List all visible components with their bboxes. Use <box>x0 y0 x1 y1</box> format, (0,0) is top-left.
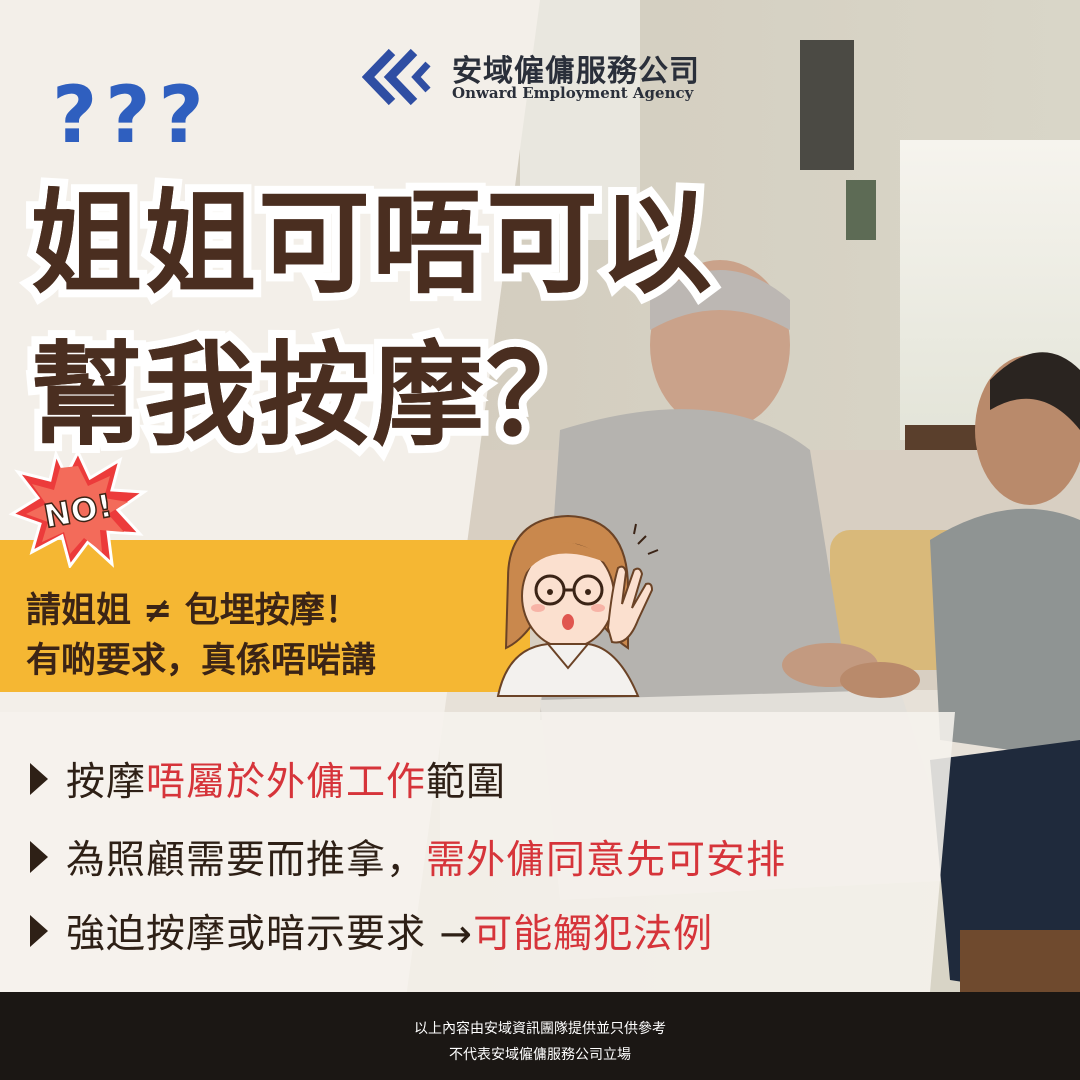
disclaimer-footer <box>0 992 1080 1080</box>
no-burst-badge: NO! <box>8 448 148 568</box>
question-marks-icon: ??? <box>52 71 212 160</box>
chevron-right-icon <box>30 915 48 947</box>
headline-outline-1: 姐姐可唔可以 <box>22 179 720 309</box>
headline-outline-2: 幫我按摩？ <box>22 331 606 461</box>
key-point-3: 強迫按摩或暗示要求 → 可能觸犯法例 <box>26 906 714 957</box>
key-point-1: 按摩 唔屬於外傭工作 範圍 <box>26 754 507 805</box>
company-logo: 安域僱傭服務公司 Onward Employment Agency <box>362 46 702 110</box>
point-text-tail: 範圍 <box>426 760 507 805</box>
question-marks-text: ??? <box>52 71 212 160</box>
key-point-2: 為照顧需要而推拿， 需外傭同意先可安排 <box>26 832 787 883</box>
disclaimer-line-2: 不代表安域僱傭服務公司立場 <box>449 1047 631 1063</box>
banner-line-2: 有啲要求，真係唔啱講 <box>26 641 377 681</box>
point-highlight: 需外傭同意先可安排 <box>426 838 787 883</box>
chevron-right-icon <box>30 763 48 795</box>
chevron-right-icon <box>30 841 48 873</box>
point-text: 按摩 <box>66 760 147 805</box>
banner-line-1: 請姐姐 ≠ 包埋按摩！ <box>26 591 360 631</box>
disclaimer-line-1: 以上內容由安域資訊團隊提供並只供參考 <box>414 1021 666 1037</box>
point-text: 強迫按摩或暗示要求 → <box>66 912 474 957</box>
point-text: 為照顧需要而推拿， <box>66 838 427 883</box>
company-name-english: Onward Employment Agency <box>452 84 694 102</box>
point-highlight: 可能觸犯法例 <box>473 912 714 957</box>
headline-line-1: 姐姐可唔可以 <box>30 179 714 309</box>
warning-banner <box>0 540 530 692</box>
key-points-panel <box>0 712 955 992</box>
logo-mark-icon <box>362 48 431 106</box>
headline-line-2: 幫我按摩？ <box>30 331 600 461</box>
surprised-girl-illustration <box>496 514 659 697</box>
company-name-chinese: 安域僱傭服務公司 <box>452 54 700 89</box>
point-highlight: 唔屬於外傭工作 <box>146 760 427 805</box>
